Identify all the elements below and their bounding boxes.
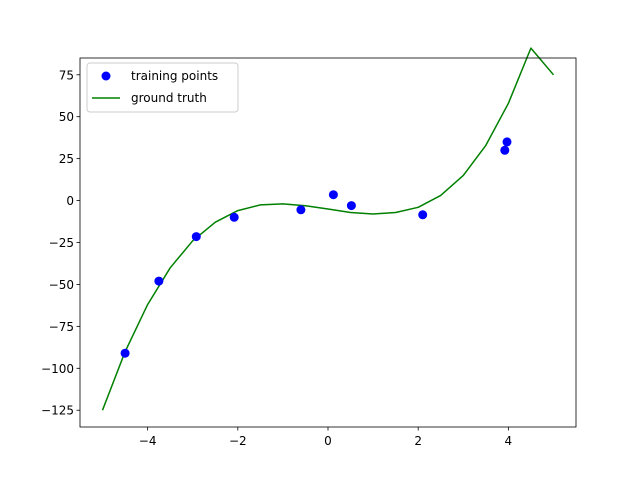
- training-point: [120, 348, 130, 358]
- y-tick-label: −100: [41, 362, 74, 376]
- training-point: [328, 190, 338, 200]
- legend-label-training-points: training points: [131, 69, 218, 83]
- training-point: [502, 137, 512, 147]
- legend-label-ground-truth: ground truth: [131, 91, 207, 105]
- y-tick-label: −50: [49, 278, 74, 292]
- x-axis: −4 −2 0 2 4: [139, 427, 512, 448]
- y-axis: 75 50 25 0 −25 −50 −75 −100 −125: [41, 68, 80, 418]
- x-tick-label: −4: [139, 434, 157, 448]
- y-tick-label: 75: [59, 68, 74, 82]
- ground-truth-line: [101, 47, 555, 411]
- plot-area: [101, 47, 555, 411]
- training-point: [418, 210, 428, 220]
- training-point: [229, 212, 239, 222]
- x-tick-label: −2: [229, 434, 247, 448]
- legend-marker-training-points: [101, 71, 111, 81]
- x-tick-label: 0: [324, 434, 332, 448]
- y-tick-label: −75: [49, 320, 74, 334]
- training-point: [191, 232, 201, 242]
- training-point: [346, 201, 356, 211]
- training-point: [154, 276, 164, 286]
- training-point: [500, 145, 510, 155]
- training-point: [296, 205, 306, 215]
- y-tick-label: 25: [59, 152, 74, 166]
- y-tick-label: −25: [49, 236, 74, 250]
- y-tick-label: 0: [66, 194, 74, 208]
- y-tick-label: 50: [59, 110, 74, 124]
- x-tick-label: 2: [414, 434, 422, 448]
- y-tick-label: −125: [41, 404, 74, 418]
- x-tick-label: 4: [505, 434, 513, 448]
- legend: training points ground truth: [86, 62, 239, 113]
- legend-box: [86, 62, 239, 113]
